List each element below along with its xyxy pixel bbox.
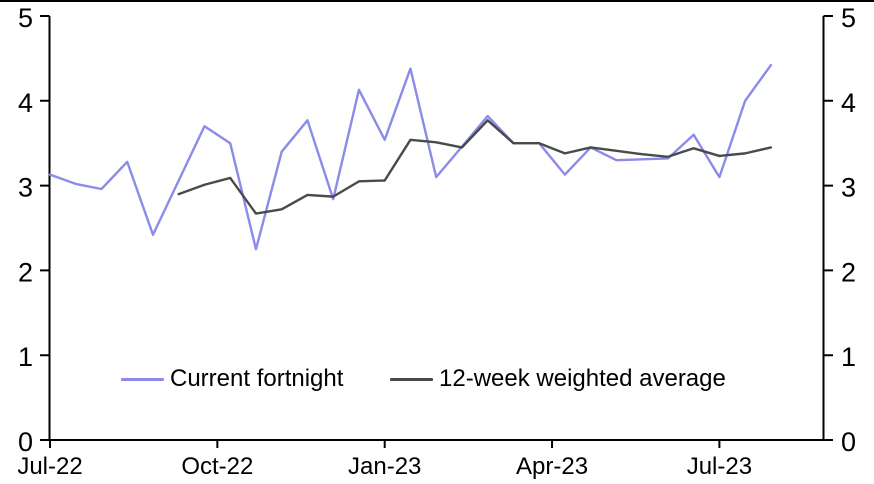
series-line-weighted-average xyxy=(177,119,773,215)
y-axis-tick-label-left: 3 xyxy=(18,173,33,203)
y-axis-tick-label-left: 5 xyxy=(18,3,33,33)
x-axis-tick-label: Oct-22 xyxy=(181,453,253,480)
y-axis-tick-label-left: 0 xyxy=(18,427,33,457)
x-axis-tick-label: Jul-22 xyxy=(17,453,82,480)
y-axis-tick-label-right: 4 xyxy=(841,88,856,118)
x-axis-tick-label: Jan-23 xyxy=(348,453,421,480)
y-axis-tick-label-left: 4 xyxy=(18,88,33,118)
y-axis-tick-label-left: 2 xyxy=(18,257,33,287)
legend-item-current-fortnight: Current fortnight xyxy=(121,365,344,392)
y-axis-tick-label-right: 0 xyxy=(841,427,856,457)
legend-line-swatch-current xyxy=(121,377,164,381)
legend-line-swatch-average xyxy=(390,377,433,381)
legend-label-current: Current fortnight xyxy=(170,365,344,392)
frame-top-border xyxy=(0,0,874,2)
legend-item-weighted-average: 12-week weighted average xyxy=(390,365,726,392)
x-axis-tick-label: Apr-23 xyxy=(516,453,588,480)
x-axis-tick-label: Jul-23 xyxy=(687,453,752,480)
legend-label-average: 12-week weighted average xyxy=(439,365,726,392)
y-axis-tick-label-left: 1 xyxy=(18,342,33,372)
y-axis-tick-label-right: 5 xyxy=(841,3,856,33)
series-line-current-fortnight xyxy=(48,63,773,251)
y-axis-tick-label-right: 2 xyxy=(841,257,856,287)
y-axis-tick-label-right: 1 xyxy=(841,342,856,372)
y-axis-tick-label-right: 3 xyxy=(841,173,856,203)
